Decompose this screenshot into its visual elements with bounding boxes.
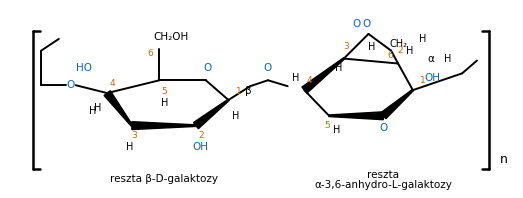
Polygon shape bbox=[104, 91, 132, 126]
Text: reszta: reszta bbox=[367, 170, 399, 180]
Text: O: O bbox=[362, 19, 371, 29]
Text: 4: 4 bbox=[109, 79, 115, 88]
Text: H: H bbox=[335, 63, 343, 73]
Text: 4: 4 bbox=[306, 76, 312, 85]
Text: H: H bbox=[406, 46, 414, 56]
Text: 5: 5 bbox=[324, 121, 330, 130]
Text: reszta β-D-galaktozy: reszta β-D-galaktozy bbox=[110, 174, 219, 184]
Text: 6: 6 bbox=[388, 51, 393, 60]
Text: n: n bbox=[499, 153, 507, 166]
Text: H: H bbox=[161, 98, 168, 108]
Text: 1: 1 bbox=[235, 87, 241, 96]
Text: CH₂: CH₂ bbox=[389, 39, 407, 49]
Text: 3: 3 bbox=[343, 42, 349, 51]
Text: 2: 2 bbox=[198, 131, 203, 140]
Text: H: H bbox=[94, 103, 101, 113]
Text: 2: 2 bbox=[397, 46, 403, 55]
Text: H: H bbox=[333, 125, 340, 135]
Text: O: O bbox=[353, 19, 361, 29]
Text: H: H bbox=[126, 142, 133, 152]
Text: HO: HO bbox=[76, 63, 93, 73]
Text: H: H bbox=[232, 111, 239, 121]
Text: O: O bbox=[66, 80, 75, 90]
Text: 6: 6 bbox=[147, 49, 153, 58]
Text: OH: OH bbox=[193, 142, 209, 152]
Text: 3: 3 bbox=[131, 131, 137, 140]
Text: OH: OH bbox=[425, 73, 440, 83]
Text: H: H bbox=[89, 106, 96, 116]
Text: O: O bbox=[264, 63, 272, 73]
Text: O: O bbox=[203, 63, 212, 73]
Polygon shape bbox=[381, 89, 413, 119]
Text: α-3,6-anhydro-L-galaktozy: α-3,6-anhydro-L-galaktozy bbox=[314, 180, 452, 190]
Text: O: O bbox=[379, 123, 388, 133]
Polygon shape bbox=[132, 122, 196, 129]
Text: H: H bbox=[444, 54, 451, 64]
Polygon shape bbox=[329, 112, 383, 120]
Text: β: β bbox=[245, 86, 252, 96]
Text: α: α bbox=[427, 54, 434, 64]
Text: H: H bbox=[292, 73, 299, 83]
Text: H: H bbox=[419, 34, 426, 44]
Text: H: H bbox=[368, 42, 375, 52]
Text: 1: 1 bbox=[420, 76, 426, 85]
Text: CH₂OH: CH₂OH bbox=[154, 32, 189, 42]
Polygon shape bbox=[194, 99, 229, 129]
Polygon shape bbox=[302, 58, 344, 93]
Text: 5: 5 bbox=[162, 87, 167, 96]
